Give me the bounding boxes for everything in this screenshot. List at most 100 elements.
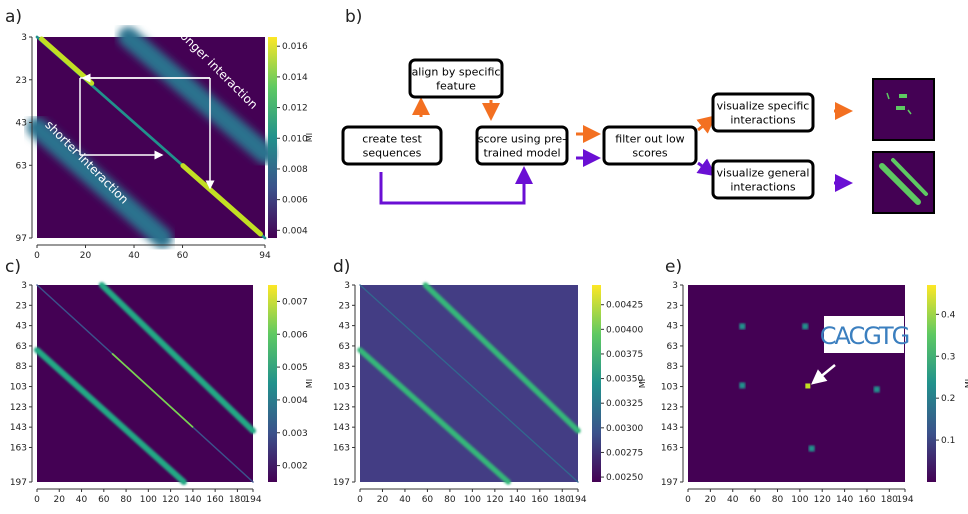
y-tick-label: 143 — [333, 423, 350, 433]
x-tick-label: 60 — [749, 495, 761, 505]
colorbar-label: MI — [305, 133, 314, 142]
y-tick-label: 163 — [10, 443, 27, 453]
y-tick-label: 103 — [10, 383, 27, 393]
node-text: filter out low — [615, 133, 684, 146]
colorbar-label: MI — [638, 379, 647, 388]
colorbar-tick-label: 0.00300 — [606, 424, 643, 434]
colorbar-tick-label: 0.1 — [941, 436, 955, 446]
y-tick-label: 43 — [667, 322, 678, 332]
colorbar-label: MI — [964, 379, 968, 388]
y-tick-label: 197 — [333, 478, 350, 488]
colorbar — [268, 37, 277, 238]
y-tick-label: 3 — [344, 281, 350, 291]
x-tick-label: 194 — [244, 495, 261, 505]
colorbar — [268, 285, 277, 482]
y-tick-label: 63 — [16, 342, 27, 352]
heatmap-spot — [808, 445, 815, 452]
y-tick-label: 43 — [16, 119, 27, 129]
x-tick-label: 40 — [76, 495, 88, 505]
x-tick-label: 40 — [128, 251, 140, 261]
y-tick-label: 23 — [16, 76, 27, 86]
node-text: align by specific — [412, 66, 501, 79]
x-tick-label: 60 — [98, 495, 110, 505]
heatmap-spot — [805, 383, 811, 389]
heatmap-spot — [739, 323, 746, 330]
colorbar-tick-label: 0.00400 — [606, 325, 643, 335]
node-text: visualize general — [717, 167, 810, 180]
x-tick-label: 194 — [569, 495, 586, 505]
colorbar-tick-label: 0.4 — [941, 310, 956, 320]
heatmap-band — [359, 284, 579, 483]
x-tick-label: 180 — [229, 495, 246, 505]
panel-label: b) — [345, 7, 362, 27]
node-box — [711, 92, 815, 133]
node-text: visualize specific — [717, 100, 810, 113]
x-tick-label: 20 — [54, 495, 66, 505]
x-tick-label: 140 — [836, 495, 853, 505]
y-tick-label: 103 — [661, 383, 678, 393]
colorbar-tick-label: 0.00275 — [606, 448, 643, 458]
node-text: sequences — [363, 147, 422, 160]
y-tick-label: 23 — [339, 301, 350, 311]
node-text: interactions — [730, 114, 795, 127]
y-tick-label: 123 — [10, 403, 27, 413]
colorbar — [927, 285, 936, 482]
x-tick-label: 140 — [184, 495, 201, 505]
node-text: feature — [436, 80, 476, 93]
colorbar-tick-label: 0.006 — [282, 330, 308, 340]
panel-label: a) — [5, 7, 22, 27]
x-tick-label: 0 — [357, 495, 363, 505]
node-text: scores — [632, 147, 668, 160]
y-tick-label: 63 — [667, 342, 678, 352]
x-tick-label: 180 — [554, 495, 571, 505]
x-tick-label: 100 — [464, 495, 481, 505]
node-text: trained model — [483, 147, 560, 160]
colorbar-tick-label: 0.004 — [282, 396, 308, 406]
colorbar-tick-label: 0.00350 — [606, 375, 643, 385]
x-tick-label: 0 — [685, 495, 691, 505]
motif-logo: CACGTG — [820, 322, 909, 350]
heatmap-band — [422, 282, 581, 434]
y-tick-label: 23 — [16, 301, 27, 311]
x-tick-label: 20 — [80, 251, 92, 261]
x-tick-label: 100 — [791, 495, 808, 505]
flow-node: score using pre-trained model — [475, 125, 569, 166]
panel-label: d) — [333, 257, 350, 277]
y-tick-label: 3 — [21, 33, 27, 43]
heatmap-band — [117, 26, 276, 164]
heatmap-panel: d) 3 23 43 63 83 103 123 143 163 197 0 20 40 60 80 100 12… — [333, 257, 647, 505]
panel-label: c) — [5, 257, 21, 277]
node-text: score using pre- — [478, 133, 566, 146]
node-box — [711, 159, 815, 200]
x-tick-label: 40 — [727, 495, 739, 505]
y-tick-label: 83 — [667, 362, 678, 372]
y-tick-label: 163 — [661, 443, 678, 453]
y-tick-label: 63 — [16, 161, 27, 171]
heatmap-band — [26, 117, 173, 249]
colorbar-tick-label: 0.3 — [941, 352, 955, 362]
heatmap-band — [33, 346, 187, 486]
x-tick-label: 20 — [377, 495, 389, 505]
node-text: interactions — [730, 181, 795, 194]
colorbar-tick-label: 0.003 — [282, 429, 308, 439]
colorbar-tick-label: 0.00425 — [606, 301, 643, 311]
colorbar-tick-label: 0.007 — [282, 297, 308, 307]
y-tick-label: 143 — [661, 423, 678, 433]
x-tick-label: 80 — [120, 495, 132, 505]
heatmap-panel: e) CACGTG 3 23 43 63 83 103 123 143 163 197 0 20 40 60 8… — [661, 257, 968, 505]
x-tick-label: 60 — [177, 251, 189, 261]
colorbar-tick-label: 0.00375 — [606, 350, 643, 360]
x-tick-label: 0 — [34, 251, 40, 261]
panel-label: e) — [665, 257, 682, 277]
x-tick-label: 180 — [881, 495, 898, 505]
y-tick-label: 123 — [333, 403, 350, 413]
heatmap-spot — [873, 386, 880, 393]
node-box — [408, 58, 504, 99]
heatmap-spot — [802, 323, 809, 330]
heatmap-band — [98, 281, 257, 434]
y-tick-label: 3 — [21, 281, 27, 291]
colorbar-tick-label: 0.00250 — [606, 473, 643, 483]
